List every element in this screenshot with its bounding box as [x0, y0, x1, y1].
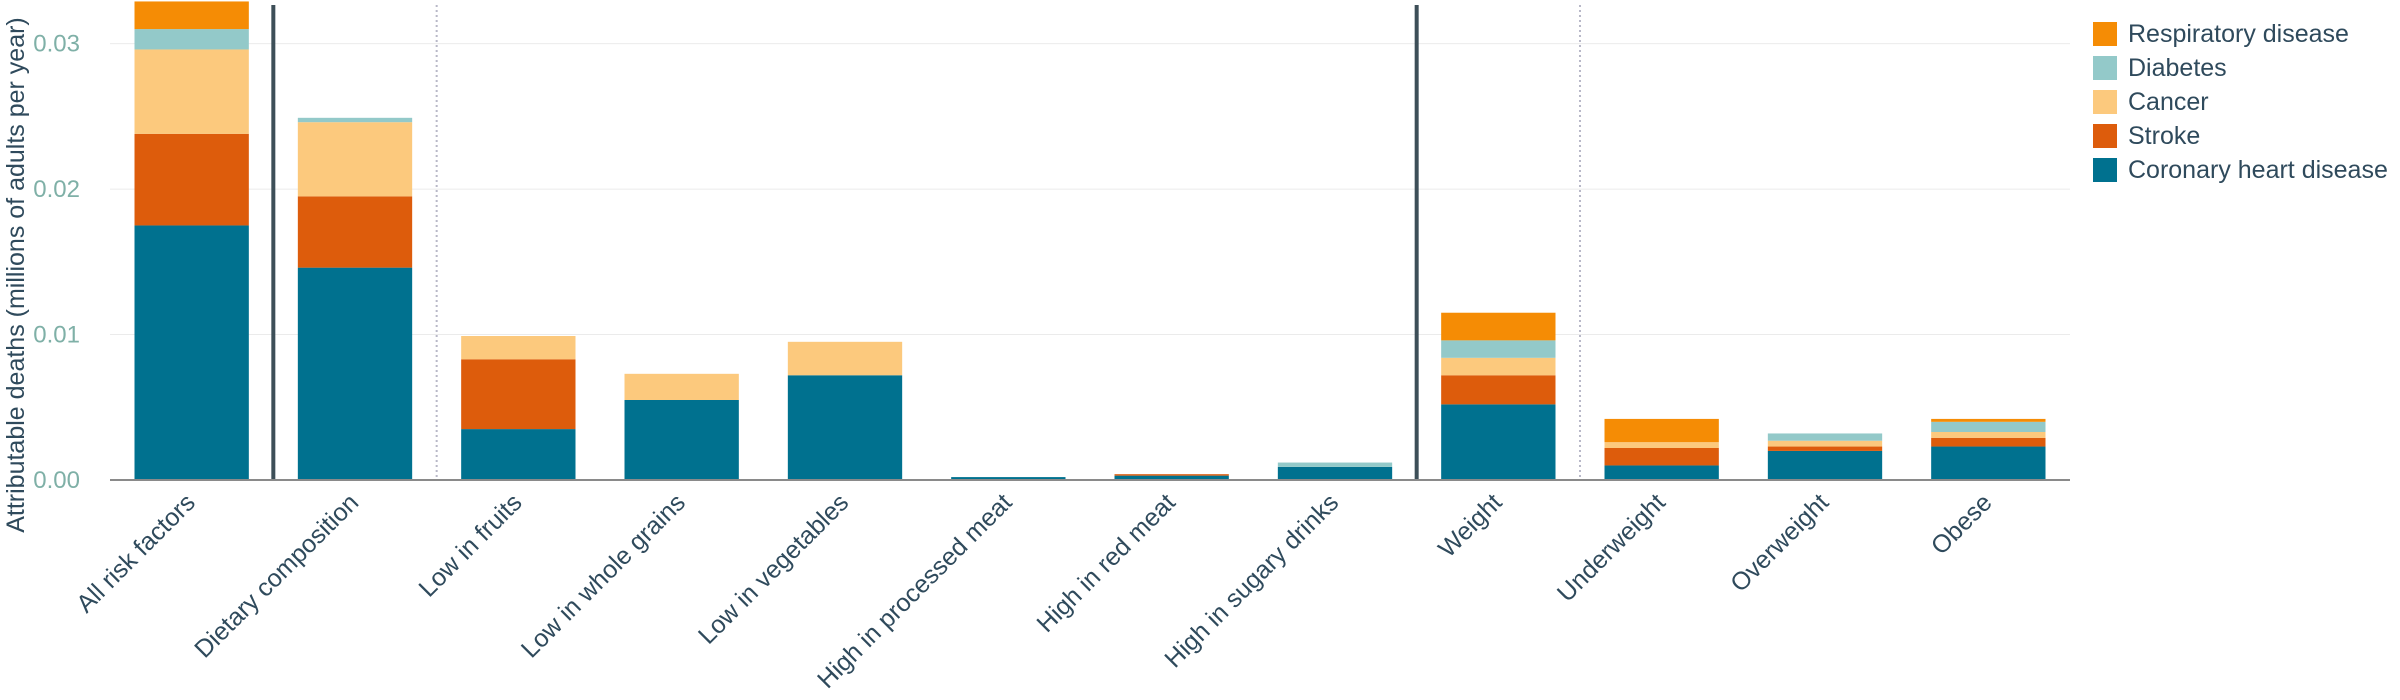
bar-segment: [1931, 421, 2046, 432]
bar-segment: [787, 341, 903, 376]
bars: [134, 1, 2046, 480]
bar-segment: [1767, 450, 1883, 480]
bar-segment: [134, 225, 249, 480]
bar-segment: [297, 122, 413, 197]
bar-segment: [1114, 474, 1229, 476]
legend-swatch: [2093, 158, 2117, 182]
bar-segment: [1931, 437, 2046, 447]
bar-segment: [134, 133, 249, 226]
legend-label: Cancer: [2128, 88, 2209, 116]
bar-segment: [1931, 446, 2046, 480]
bar-segment: [624, 373, 739, 400]
y-tick-label: 0.01: [33, 322, 80, 349]
bar-segment: [1441, 340, 1556, 358]
bar-segment: [297, 196, 413, 268]
bar-segment: [1767, 446, 1883, 451]
legend-swatch: [2093, 56, 2117, 80]
bar-segment: [787, 375, 903, 480]
bar-segment: [1441, 404, 1556, 480]
y-tick-labels: 0.00 0.01 0.02 0.03: [33, 31, 80, 494]
bar-segment: [1931, 432, 2046, 438]
bar-segment: [134, 49, 249, 134]
legend-swatch: [2093, 90, 2117, 114]
x-tick-label: High in red meat: [1031, 488, 1181, 638]
bar-segment: [1114, 475, 1229, 480]
x-tick-label: Weight: [1433, 488, 1508, 563]
bar-segment: [1931, 418, 2046, 422]
x-tick-label: Overweight: [1725, 488, 1834, 597]
x-tick-label: Obese: [1926, 488, 1998, 560]
bar-segment: [1604, 465, 1719, 480]
bar-segment: [461, 359, 576, 430]
y-axis-label: Attributable deaths (millions of adults …: [2, 17, 30, 533]
bar-segment: [461, 429, 576, 480]
bar-segment: [1277, 466, 1393, 480]
bar-segment: [1767, 440, 1883, 447]
legend: Respiratory disease Diabetes Cancer Stroke C…: [2093, 20, 2388, 184]
bar-segment: [1604, 448, 1719, 466]
legend-label: Coronary heart disease: [2128, 156, 2388, 184]
x-tick-label: All risk factors: [71, 488, 201, 618]
bar-segment: [624, 400, 739, 480]
bar-segment: [297, 267, 413, 480]
bar-segment: [1441, 312, 1556, 341]
legend-swatch: [2093, 124, 2117, 148]
legend-swatch: [2093, 22, 2117, 46]
x-tick-label: High in sugary drinks: [1159, 488, 1344, 673]
y-tick-label: 0.00: [33, 467, 80, 494]
bar-segment: [1604, 442, 1719, 448]
bar-segment: [134, 29, 249, 50]
x-tick-label: Low in vegetables: [693, 488, 854, 649]
legend-label: Respiratory disease: [2128, 20, 2349, 48]
bar-segment: [1441, 357, 1556, 376]
bar-segment: [297, 117, 413, 123]
legend-label: Stroke: [2128, 122, 2200, 150]
x-tick-label: Low in whole grains: [516, 488, 691, 663]
bar-segment: [1604, 418, 1719, 443]
y-tick-label: 0.02: [33, 176, 80, 203]
bar-segment: [1277, 462, 1393, 467]
gridlines: [110, 43, 2070, 336]
x-tick-label: Dietary composition: [189, 488, 364, 663]
bar-segment: [134, 1, 249, 30]
legend-label: Diabetes: [2128, 54, 2227, 82]
y-tick-label: 0.03: [33, 31, 80, 58]
bar-segment: [461, 336, 576, 360]
bar-segment: [951, 477, 1066, 480]
bar-segment: [1441, 375, 1556, 405]
group-separators: [271, 5, 1581, 480]
x-tick-label: Low in fruits: [413, 488, 527, 602]
bar-segment: [1767, 433, 1883, 441]
x-tick-label: Underweight: [1552, 488, 1671, 607]
